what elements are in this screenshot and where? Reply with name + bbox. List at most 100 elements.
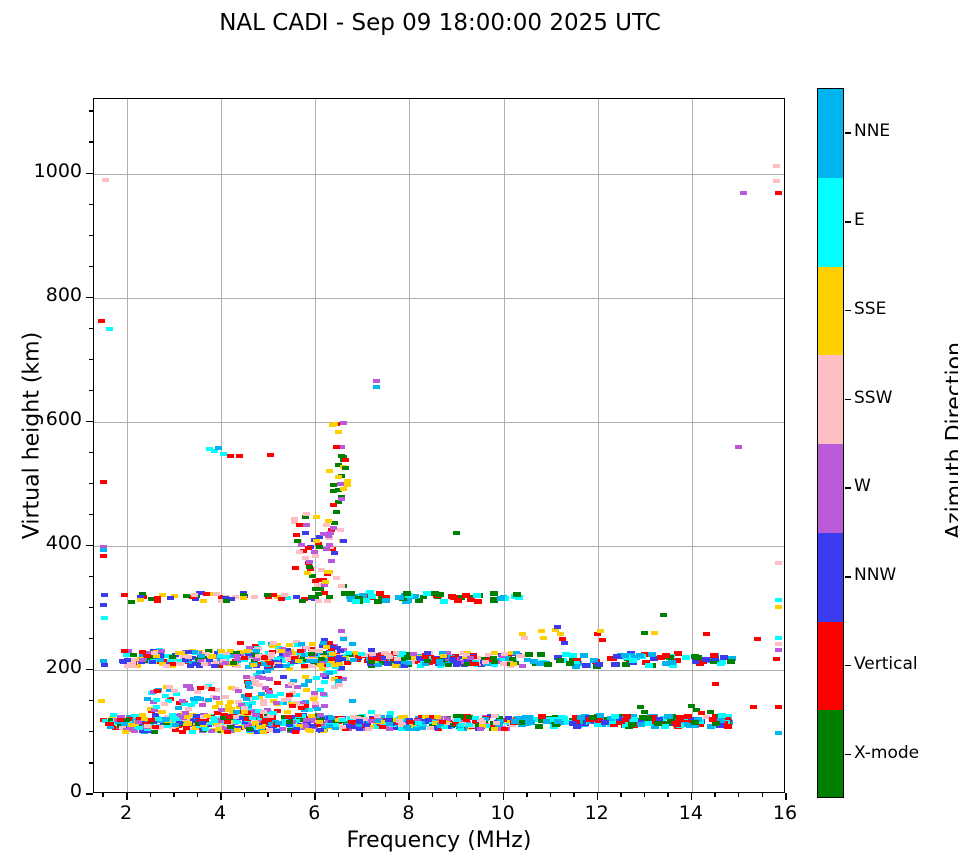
data-point bbox=[172, 723, 179, 727]
data-point bbox=[308, 664, 315, 668]
data-point bbox=[158, 649, 165, 653]
data-point bbox=[144, 697, 151, 701]
data-point bbox=[309, 724, 316, 728]
data-point bbox=[665, 714, 673, 719]
data-point bbox=[213, 696, 220, 700]
x-tick-minor bbox=[714, 793, 716, 797]
data-point bbox=[106, 327, 113, 331]
colorbar-segment-ssw[interactable] bbox=[818, 355, 843, 444]
data-point bbox=[222, 695, 229, 699]
data-point bbox=[333, 510, 340, 514]
data-point bbox=[296, 550, 303, 554]
colorbar-segment-vertical[interactable] bbox=[818, 622, 843, 711]
data-point bbox=[349, 642, 356, 646]
data-point bbox=[152, 725, 159, 729]
y-tick-0 bbox=[86, 793, 93, 795]
colorbar-segment-e[interactable] bbox=[818, 178, 843, 267]
y-tick-minor bbox=[89, 110, 93, 112]
data-point bbox=[275, 721, 282, 725]
data-point bbox=[292, 730, 299, 734]
data-point bbox=[338, 497, 345, 501]
data-point bbox=[358, 652, 365, 656]
colorbar-tick-w bbox=[845, 487, 851, 489]
y-tick-label-1000: 1000 bbox=[0, 160, 82, 182]
colorbar-segment-w[interactable] bbox=[818, 444, 843, 533]
data-point bbox=[202, 727, 209, 731]
data-point bbox=[338, 584, 345, 588]
data-point bbox=[349, 699, 356, 703]
colorbar-segment-nne[interactable] bbox=[818, 89, 843, 178]
data-point bbox=[100, 554, 107, 558]
azimuth-colorbar[interactable] bbox=[817, 88, 844, 798]
data-point bbox=[326, 469, 333, 473]
data-point bbox=[544, 662, 552, 667]
plot-canvas[interactable] bbox=[93, 98, 785, 793]
data-point bbox=[298, 642, 305, 646]
data-point bbox=[577, 715, 585, 720]
data-point bbox=[331, 551, 338, 555]
colorbar-segment-nnw[interactable] bbox=[818, 533, 843, 622]
data-point bbox=[466, 723, 473, 727]
data-point bbox=[644, 721, 652, 726]
data-point bbox=[374, 657, 381, 661]
data-point bbox=[177, 662, 184, 666]
x-tick-minor bbox=[667, 793, 669, 797]
data-point bbox=[376, 591, 384, 596]
data-point bbox=[208, 729, 215, 733]
data-point bbox=[286, 723, 293, 727]
data-point bbox=[241, 656, 248, 660]
data-point bbox=[328, 559, 335, 563]
x-tick-minor bbox=[479, 793, 481, 797]
data-point bbox=[407, 720, 414, 724]
colorbar-segment-sse[interactable] bbox=[818, 267, 843, 356]
data-point bbox=[775, 636, 782, 640]
x-tick-12 bbox=[597, 793, 599, 800]
data-point bbox=[569, 653, 577, 658]
colorbar-segment-x-mode[interactable] bbox=[818, 710, 843, 798]
data-point bbox=[270, 711, 277, 715]
data-point bbox=[538, 629, 545, 633]
data-point bbox=[278, 597, 285, 601]
data-point bbox=[245, 693, 252, 697]
data-point bbox=[330, 526, 337, 530]
data-point bbox=[773, 657, 780, 661]
data-point bbox=[710, 653, 718, 658]
y-tick-minor bbox=[89, 390, 93, 392]
data-point bbox=[317, 663, 324, 667]
data-point bbox=[580, 653, 588, 658]
data-point bbox=[284, 710, 291, 714]
data-point bbox=[274, 681, 281, 685]
data-point bbox=[337, 528, 344, 532]
gridline-x-12 bbox=[598, 99, 599, 792]
data-point bbox=[151, 651, 158, 655]
data-point bbox=[637, 722, 645, 727]
data-point bbox=[159, 710, 166, 714]
x-tick-minor bbox=[738, 793, 740, 797]
data-point bbox=[240, 596, 247, 600]
data-point bbox=[536, 661, 544, 666]
data-point bbox=[775, 598, 782, 602]
data-point bbox=[192, 662, 199, 666]
data-point bbox=[216, 701, 223, 705]
data-point bbox=[330, 483, 337, 487]
data-point bbox=[333, 576, 340, 580]
data-point bbox=[266, 690, 273, 694]
data-point bbox=[197, 686, 204, 690]
y-tick-200 bbox=[86, 669, 93, 671]
data-point bbox=[137, 598, 144, 602]
colorbar-label-x-mode: X-mode bbox=[854, 743, 919, 763]
data-point bbox=[243, 675, 250, 679]
data-point bbox=[273, 701, 280, 705]
data-point bbox=[152, 713, 159, 717]
data-point bbox=[293, 533, 300, 537]
data-point bbox=[169, 713, 176, 717]
data-point bbox=[662, 653, 670, 658]
data-point bbox=[246, 727, 253, 731]
data-point bbox=[308, 652, 315, 656]
data-point bbox=[100, 603, 107, 607]
y-tick-minor bbox=[89, 483, 93, 485]
data-point bbox=[373, 385, 380, 389]
data-point bbox=[203, 592, 210, 596]
data-point bbox=[281, 593, 288, 597]
data-point bbox=[540, 636, 547, 640]
